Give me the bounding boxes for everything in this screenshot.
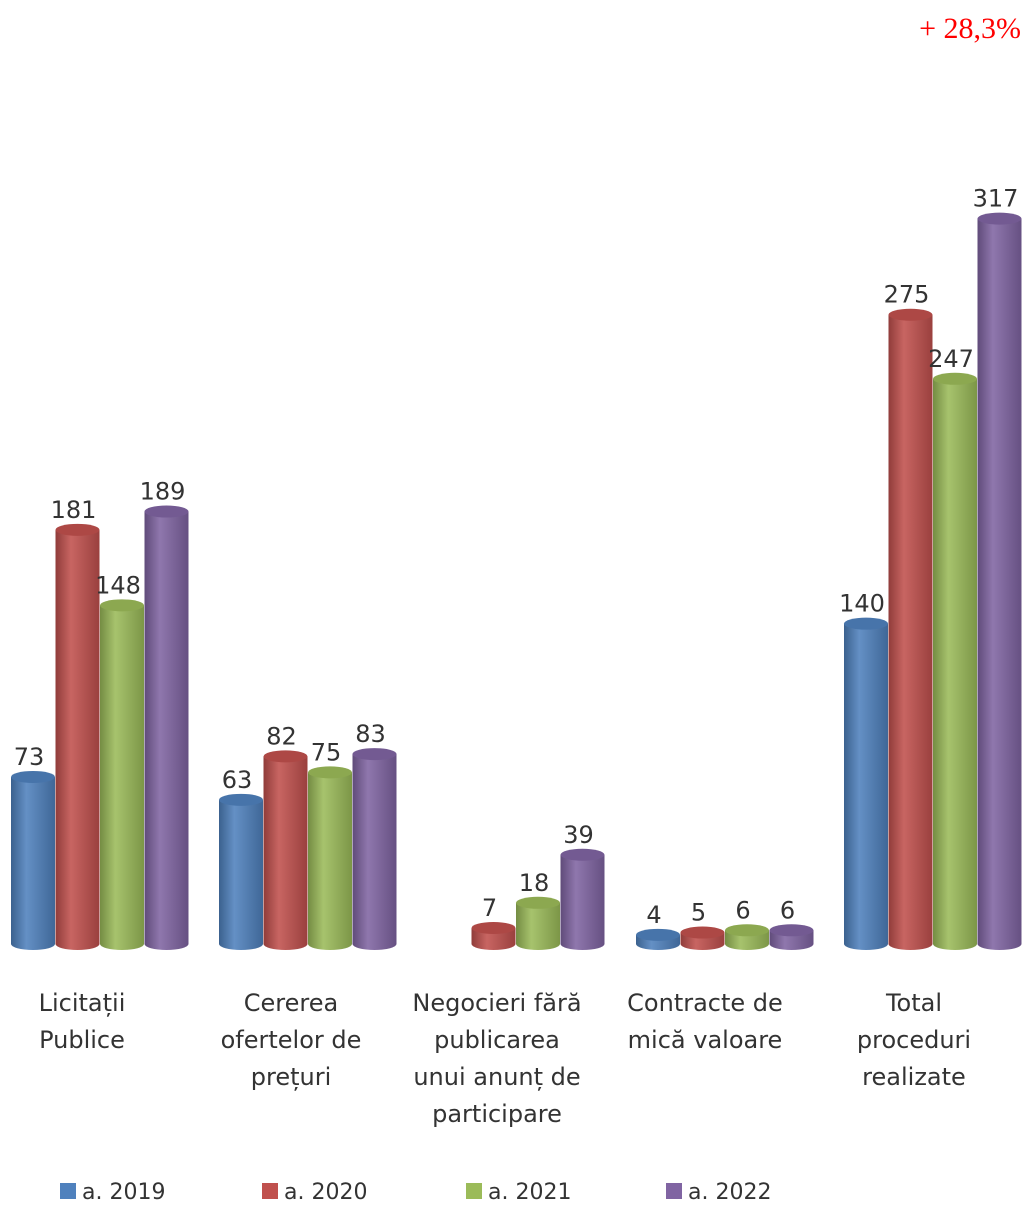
value-label: 181	[51, 496, 97, 524]
value-label: 148	[95, 571, 141, 599]
value-label: 18	[519, 869, 550, 897]
value-label: 140	[839, 590, 885, 618]
value-label: 6	[780, 896, 795, 924]
value-label: 6	[735, 896, 750, 924]
value-label: 82	[266, 722, 297, 750]
category-label: Total proceduri realizate	[857, 989, 971, 1091]
value-label: 317	[973, 185, 1019, 213]
category-label: Contracte de mică valoare	[627, 989, 783, 1054]
value-label: 7	[482, 894, 497, 922]
legend-item: a. 2020	[262, 1180, 367, 1205]
legend-item: a. 2019	[60, 1180, 165, 1205]
bar-3-3	[769, 924, 814, 951]
legend-item: a. 2021	[466, 1180, 571, 1205]
svg-text:a. 2021: a. 2021	[488, 1180, 571, 1205]
value-label: 83	[355, 720, 386, 748]
bar-4-0	[844, 617, 888, 950]
value-label: 247	[928, 345, 974, 373]
value-label: 75	[311, 738, 342, 766]
value-label: 4	[646, 901, 661, 929]
bar-3-0	[636, 928, 680, 950]
category-label: Cererea ofertelor de prețuri	[221, 989, 362, 1091]
bar-2-3	[560, 848, 605, 951]
bar-3-1	[680, 926, 725, 951]
bar-1-0	[219, 793, 263, 950]
category-label: Negocieri fără publicarea unui anunț de par…	[412, 989, 581, 1128]
svg-text:a. 2022: a. 2022	[688, 1180, 771, 1205]
category-label: Licitații Publice	[39, 989, 126, 1054]
bar-0-0	[11, 770, 55, 950]
growth-annotation: + 28,3%	[919, 12, 1021, 45]
bar-1-1	[263, 750, 308, 951]
bar-2-2	[516, 896, 560, 950]
value-label: 73	[14, 743, 45, 771]
bar-4-1	[888, 308, 933, 951]
legend-item: a. 2022	[666, 1180, 771, 1205]
bar-2-1	[471, 921, 516, 951]
bar-4-3	[977, 212, 1022, 951]
value-label: 189	[140, 478, 186, 506]
svg-text:a. 2020: a. 2020	[284, 1180, 367, 1205]
bar-0-3	[144, 505, 189, 951]
bar-1-3	[352, 748, 397, 951]
bar-0-1	[55, 523, 100, 951]
svg-text:a. 2019: a. 2019	[82, 1180, 165, 1205]
bar-1-2	[308, 766, 352, 950]
bar-4-2	[933, 372, 977, 950]
bar-3-2	[725, 924, 769, 950]
value-label: 275	[884, 281, 930, 309]
bar-0-2	[100, 599, 144, 950]
value-label: 39	[563, 821, 594, 849]
value-label: 63	[222, 766, 253, 794]
value-label: 5	[691, 899, 706, 927]
